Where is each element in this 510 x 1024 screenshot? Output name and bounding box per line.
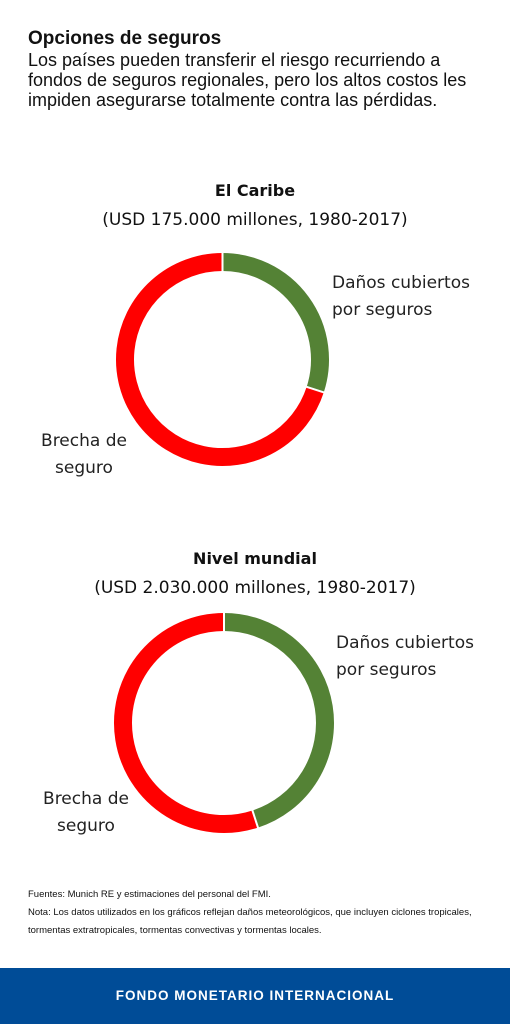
footer-text: FONDO MONETARIO INTERNACIONAL xyxy=(115,988,395,1003)
chart-2-slice-gap xyxy=(114,613,258,833)
chart-1-donut xyxy=(116,252,329,466)
chart-1-label-gap-line2: seguro xyxy=(55,458,113,478)
chart-2-slice-covered xyxy=(223,613,334,828)
chart-2-label-covered-line2: por seguros xyxy=(336,660,437,680)
chart-1-label-covered-line2: por seguros xyxy=(332,300,433,320)
chart-1-title: El Caribe xyxy=(214,181,296,200)
chart-1-slice-gap xyxy=(116,253,324,466)
page-subtitle: Los países pueden transferir el riesgo r… xyxy=(28,50,467,110)
chart-1-subtitle: (USD 175.000 millones, 1980-2017) xyxy=(102,210,408,230)
chart-2-label-gap-line1: Brecha de xyxy=(43,789,129,809)
chart-1-slice-covered xyxy=(222,253,329,393)
chart-1-label-gap: Brecha de seguro xyxy=(30,428,138,482)
chart-1-heading: El Caribe (USD 175.000 millones, 1980-20… xyxy=(0,180,510,232)
chart-2-subtitle: (USD 2.030.000 millones, 1980-2017) xyxy=(94,578,416,598)
chart-1-label-covered-line1: Daños cubiertos xyxy=(332,273,470,293)
chart-1-label-covered: Daños cubiertos por seguros xyxy=(332,270,470,324)
data-note: Nota: Los datos utilizados en los gráfic… xyxy=(28,907,472,936)
chart-1-label-gap-line1: Brecha de xyxy=(41,431,127,451)
chart-2-slice-separator xyxy=(251,809,260,829)
chart-2-title: Nivel mundial xyxy=(193,549,317,568)
page-title: Opciones de seguros xyxy=(28,28,222,49)
chart-2-donut xyxy=(114,612,334,833)
chart-1-slice-separator xyxy=(305,385,326,394)
footer-banner: FONDO MONETARIO INTERNACIONAL xyxy=(0,968,510,1024)
header: Opciones de seguros Los países pueden tr… xyxy=(28,28,498,110)
chart-2-label-gap: Brecha de seguro xyxy=(32,786,140,840)
chart-2-label-covered: Daños cubiertos por seguros xyxy=(336,630,474,684)
sources-note: Fuentes: Munich RE y estimaciones del pe… xyxy=(28,889,271,900)
chart-2-label-covered-line1: Daños cubiertos xyxy=(336,633,474,653)
chart-2-heading: Nivel mundial (USD 2.030.000 millones, 1… xyxy=(0,548,510,600)
chart-2-label-gap-line2: seguro xyxy=(57,816,115,836)
notes: Fuentes: Munich RE y estimaciones del pe… xyxy=(28,886,498,940)
